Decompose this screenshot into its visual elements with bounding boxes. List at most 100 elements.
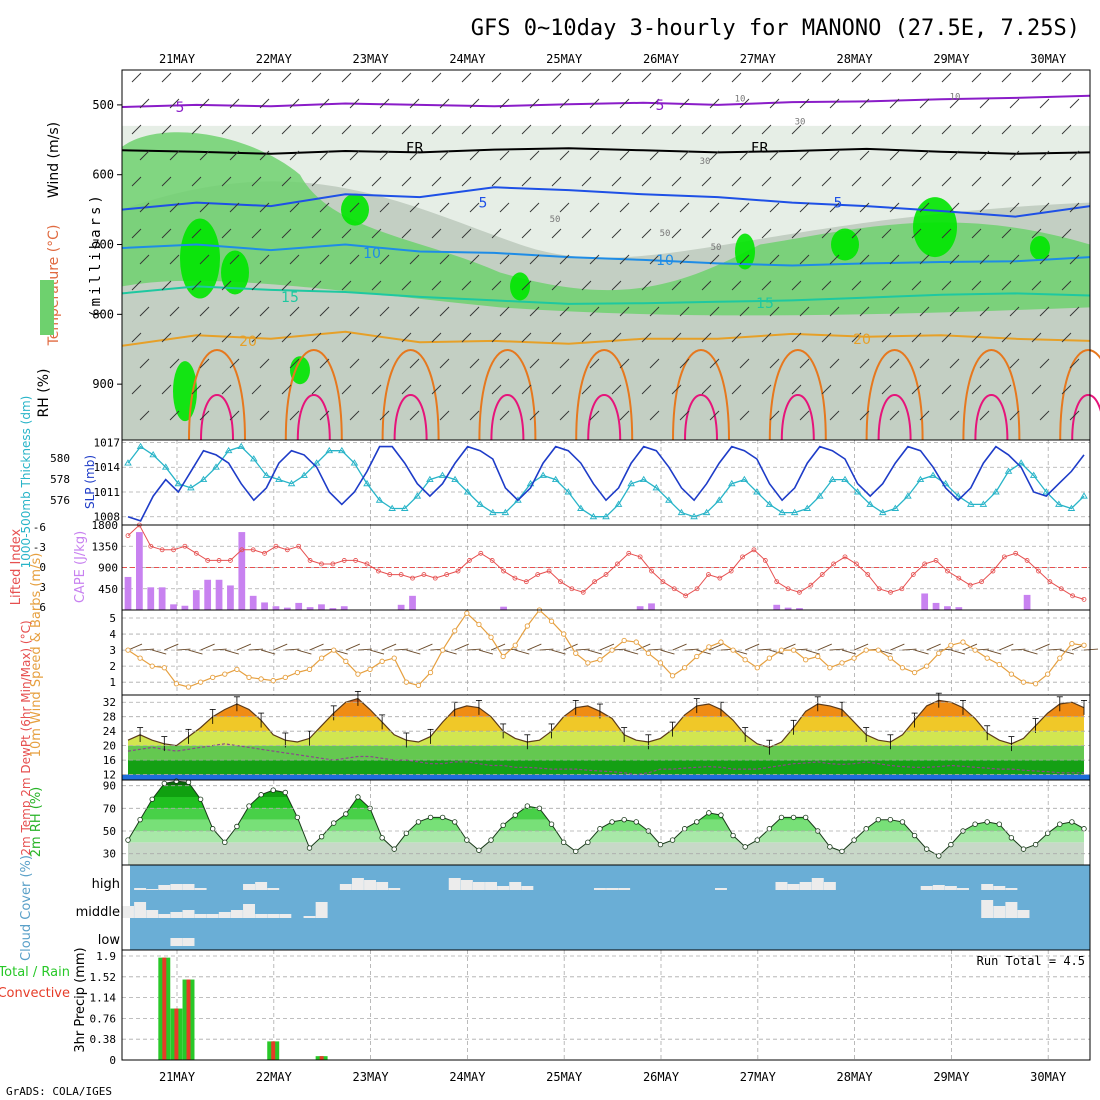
wind-barb xyxy=(971,384,982,395)
wind-barb xyxy=(439,150,450,161)
temp-color-band xyxy=(128,716,1084,732)
rh-point xyxy=(222,839,228,846)
date-label-top: 29MAY xyxy=(933,52,970,66)
wind-barb xyxy=(949,306,960,317)
upper-air-side-labels: Wind (m/s)Temperature (°C)RH (%) xyxy=(36,122,62,418)
wind-barb xyxy=(1001,228,1012,239)
wind-barb xyxy=(589,410,600,421)
cloud-bar-high xyxy=(243,884,255,890)
wind-speed-point xyxy=(512,642,518,648)
thickness-point xyxy=(602,512,610,520)
wind-barb xyxy=(581,176,592,187)
wind-barb xyxy=(739,358,750,369)
wind-barb xyxy=(1009,98,1020,109)
wind-barb xyxy=(709,254,720,265)
wind-barb xyxy=(821,72,832,83)
thickness-point xyxy=(627,479,635,487)
contour-small-label: 50 xyxy=(711,243,722,253)
wind-barb xyxy=(821,228,832,239)
rh-point xyxy=(669,837,676,843)
wind-barb xyxy=(551,384,562,395)
wind-barb xyxy=(649,254,660,265)
precip-bar-convective xyxy=(319,1056,324,1060)
wind-barb xyxy=(619,150,630,161)
li-axis-label: Lifted Index xyxy=(9,528,24,605)
wind-barb xyxy=(791,332,802,343)
wind-barb xyxy=(881,124,892,135)
thickness-point xyxy=(375,496,384,503)
thickness-point xyxy=(262,471,271,478)
wind-speed-point xyxy=(500,653,506,660)
wind-barb xyxy=(679,358,690,369)
lifted-index-point xyxy=(546,568,552,574)
date-label-top: 26MAY xyxy=(643,52,680,66)
thickness-point xyxy=(149,450,157,458)
cloud-bar-high xyxy=(339,884,352,890)
wind-barb xyxy=(439,410,450,421)
wind-barb xyxy=(521,72,532,83)
rh-point xyxy=(597,826,603,832)
cloud-bar-high xyxy=(787,884,800,890)
lifted-index-point xyxy=(307,558,313,563)
footer-credit: GrADS: COLA/IGES xyxy=(6,1085,112,1098)
contour-label: 5 xyxy=(479,196,488,212)
wind-barb xyxy=(341,384,352,395)
wind-barb xyxy=(581,280,592,291)
lifted-index-point xyxy=(489,558,495,563)
wind-barb xyxy=(131,384,142,395)
cape-bar xyxy=(181,605,189,610)
rh-point xyxy=(282,789,289,796)
thickness-point xyxy=(816,492,824,499)
slp-tick-label: 1014 xyxy=(94,461,121,474)
wind-barb xyxy=(821,176,832,187)
wind-barb-10m xyxy=(236,643,252,651)
cape-bar xyxy=(1023,594,1031,610)
isotherm-25-arc xyxy=(188,349,246,441)
wind-barb xyxy=(409,202,420,213)
wind-barb xyxy=(739,410,750,421)
wind-barb xyxy=(649,98,660,109)
contour-small-label: 10 xyxy=(950,92,961,102)
rh-point xyxy=(476,847,482,853)
wind-barb xyxy=(941,280,952,291)
rh-point xyxy=(754,837,760,843)
wind-barb xyxy=(731,176,742,187)
wind-barb xyxy=(1061,384,1072,395)
wind-barb xyxy=(529,358,540,369)
lifted-index-point xyxy=(216,558,222,563)
cloud-bar-middle xyxy=(146,910,159,918)
wind-barb-10m xyxy=(563,643,578,651)
rh-point xyxy=(621,816,627,823)
precip-tick-label: 0.76 xyxy=(90,1012,117,1025)
wind-barb xyxy=(139,254,150,265)
thickness-point xyxy=(589,512,598,520)
wind-barb xyxy=(971,280,982,291)
wind-barb xyxy=(221,384,232,395)
wind-barb xyxy=(289,254,300,265)
wind-barb xyxy=(649,150,660,161)
thickness-point xyxy=(652,483,661,491)
rh-point xyxy=(306,845,313,851)
wind-speed-point xyxy=(1032,681,1039,687)
isotherm-25-arc xyxy=(768,349,827,441)
wind-barb xyxy=(649,358,660,369)
wind-barb xyxy=(469,150,480,161)
wind-barb xyxy=(131,228,142,239)
wind-barb xyxy=(371,280,382,291)
wind-barb xyxy=(1039,254,1050,265)
cloud-bar-middle xyxy=(218,912,231,918)
lifted-index-point xyxy=(831,561,837,567)
isotherm-10 xyxy=(121,243,1091,267)
wind-barb xyxy=(971,332,982,343)
isotherm-25-arc xyxy=(575,349,634,441)
wind-barb xyxy=(679,410,690,421)
wind-barb xyxy=(401,124,412,135)
wind-barb xyxy=(589,98,600,109)
lifted-index-point xyxy=(1024,558,1030,563)
thickness-point xyxy=(426,475,434,483)
lifted-index-point xyxy=(853,561,859,567)
cloud-bar-middle xyxy=(1017,910,1030,918)
wind-barb xyxy=(641,228,652,239)
thickness-point xyxy=(136,442,145,450)
wind-barb xyxy=(161,176,172,187)
